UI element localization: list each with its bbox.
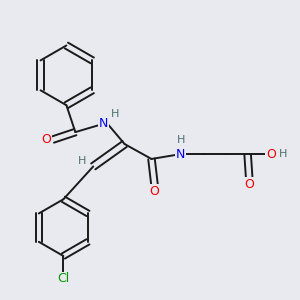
Text: H: H: [278, 149, 287, 160]
Text: H: H: [78, 156, 86, 166]
Text: O: O: [266, 148, 276, 161]
Text: O: O: [41, 133, 51, 146]
Text: H: H: [177, 135, 185, 145]
Text: O: O: [149, 185, 159, 198]
Text: Cl: Cl: [57, 272, 70, 286]
Text: O: O: [244, 178, 254, 191]
Text: N: N: [176, 148, 185, 161]
Text: H: H: [111, 109, 119, 119]
Text: N: N: [98, 117, 108, 130]
